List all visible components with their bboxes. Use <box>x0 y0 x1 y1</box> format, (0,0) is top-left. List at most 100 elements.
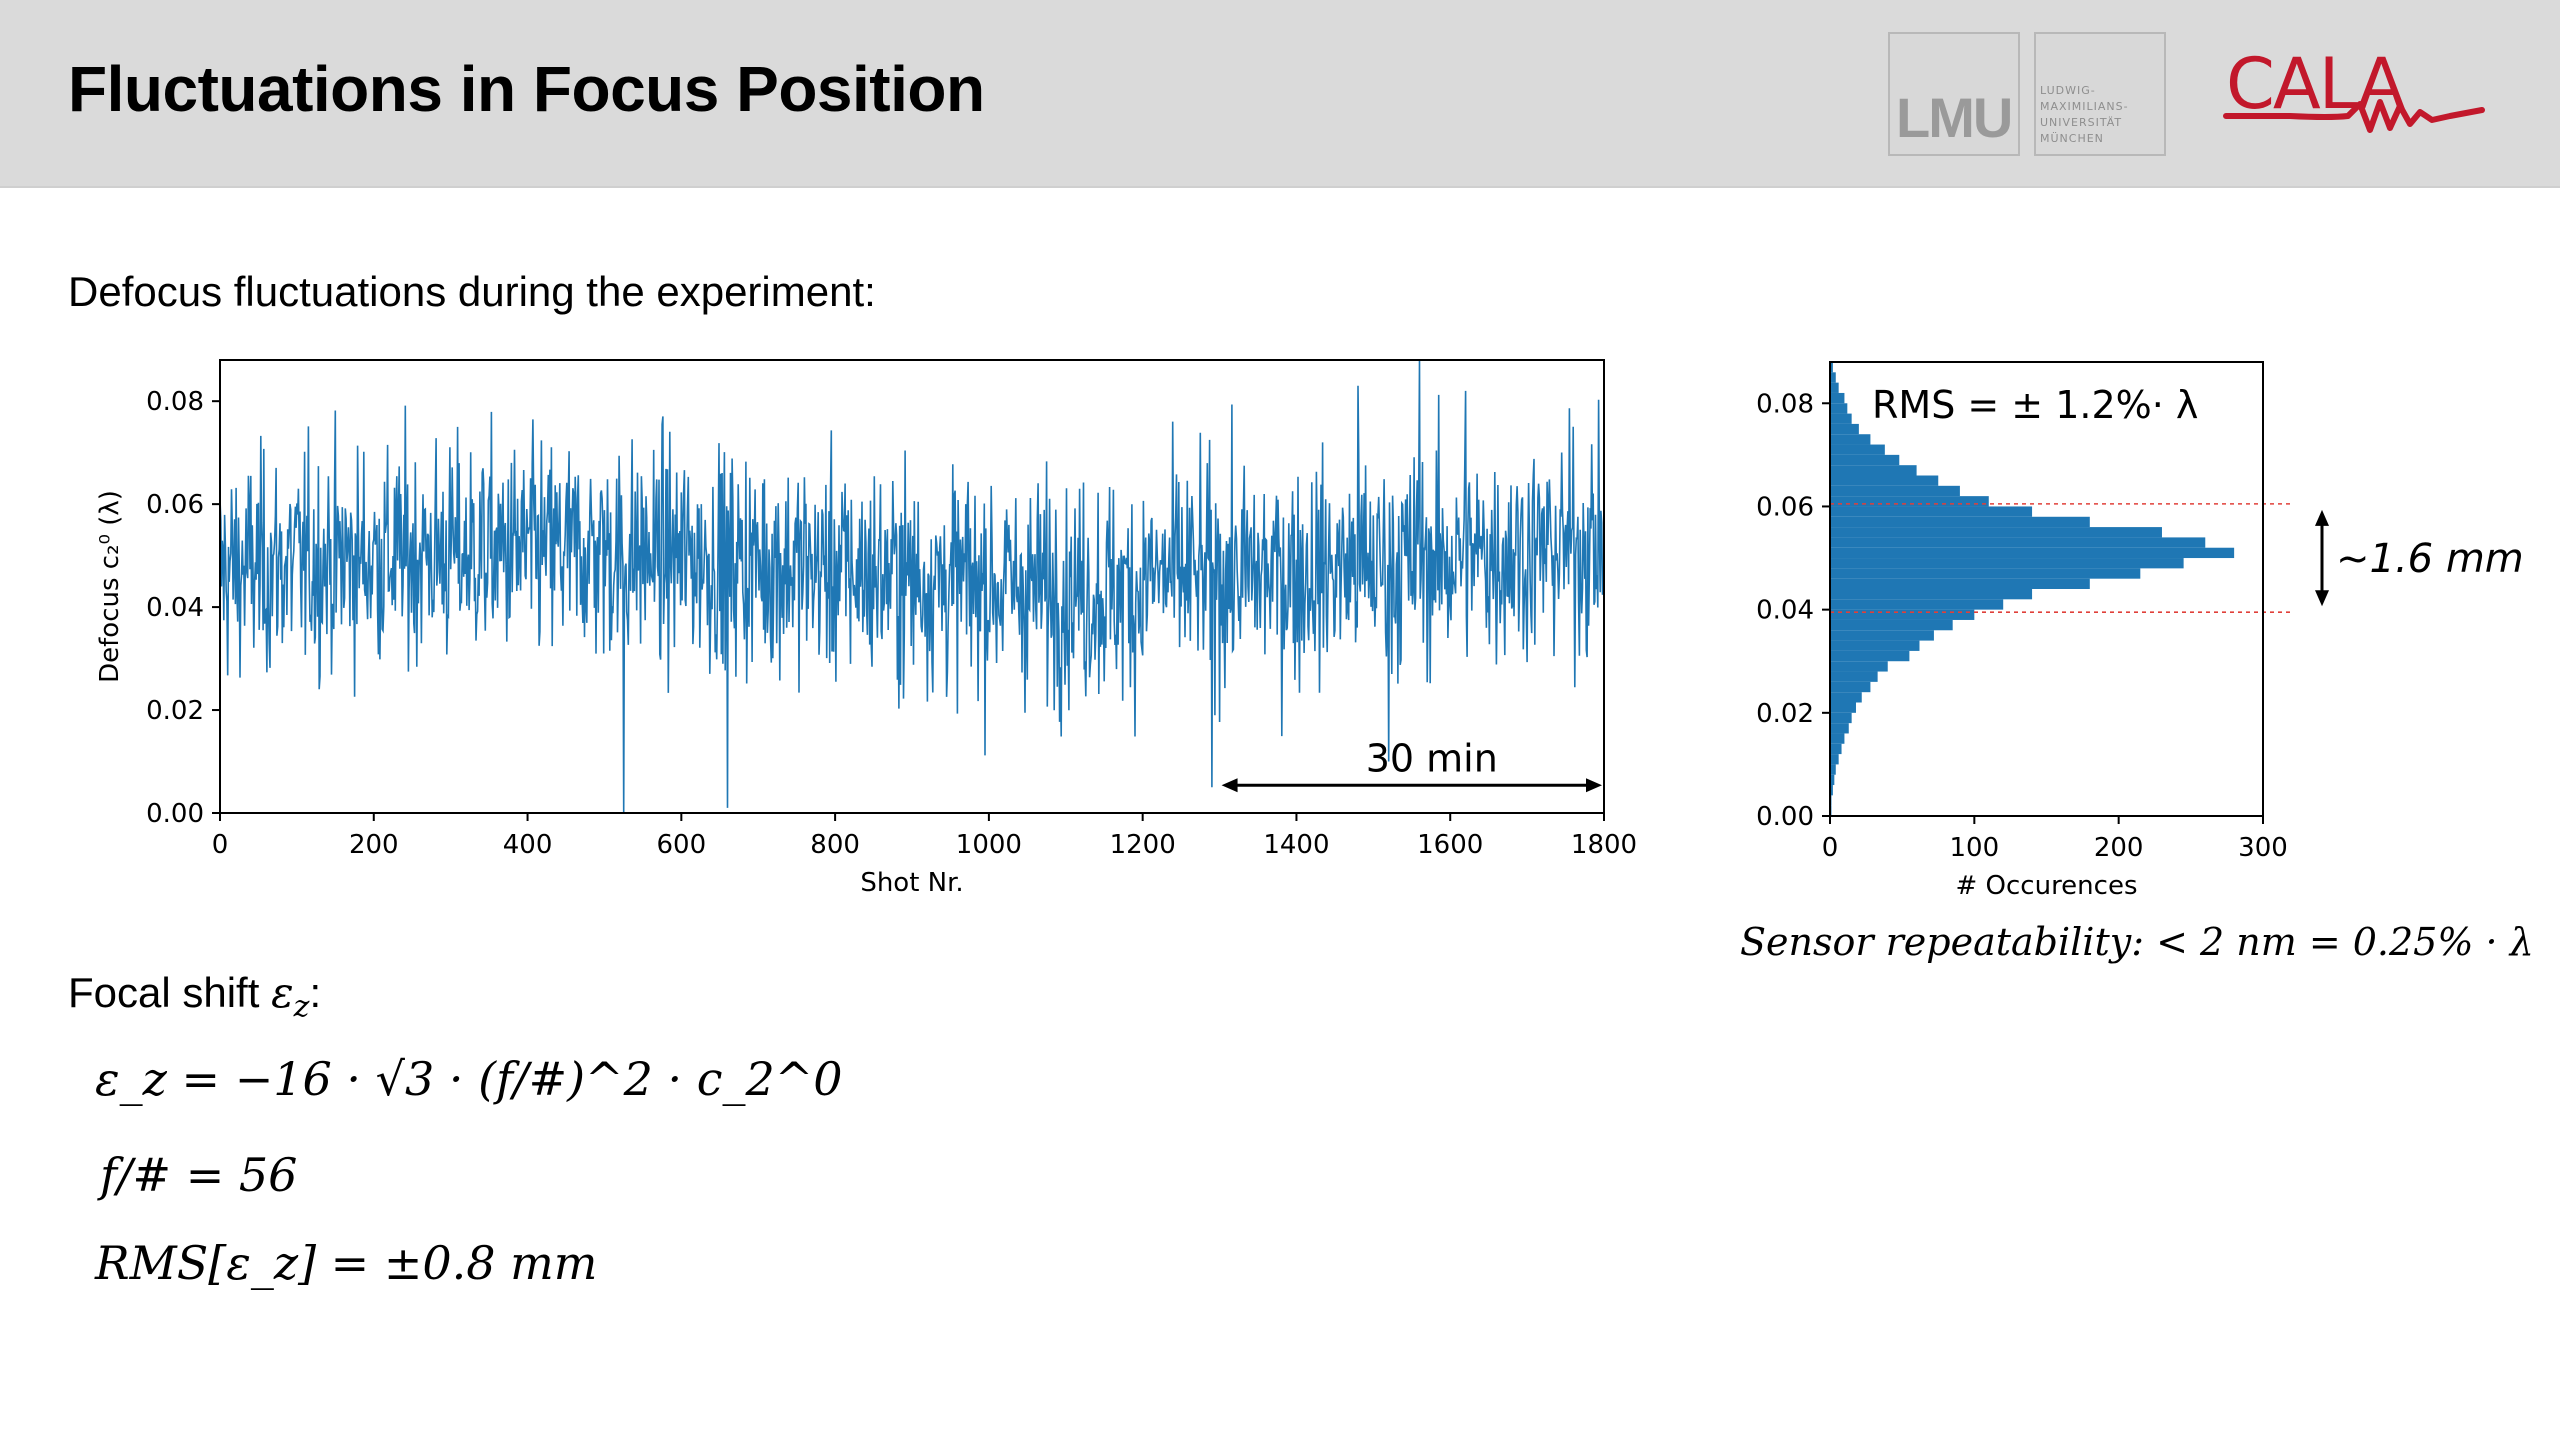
histogram-bar <box>1830 785 1833 796</box>
x-tick-label: 400 <box>503 830 553 860</box>
x-tick-label: 300 <box>2238 833 2288 863</box>
histogram-bar <box>1830 640 1920 651</box>
histogram-bar <box>1830 599 2004 610</box>
x-tick-label: 0 <box>212 830 229 860</box>
x-axis-label: Shot Nr. <box>860 868 963 898</box>
y-axis-label: Defocus c₂⁰ (λ) <box>95 490 125 683</box>
x-tick-label: 600 <box>657 830 707 860</box>
cala-logo: CALA <box>2223 43 2485 133</box>
histogram-bar <box>1830 547 2235 559</box>
plot-frame <box>1829 361 2264 817</box>
histogram-bar <box>1830 382 1839 393</box>
x-tick-label: 100 <box>1950 833 2000 863</box>
defocus-series-line <box>219 359 1604 814</box>
histogram-bar <box>1830 444 1885 455</box>
y-tick-label: 0.06 <box>1756 492 1814 522</box>
histogram-bar <box>1830 558 2184 569</box>
annotation-label: 30 min <box>1366 736 1498 780</box>
histogram-bar <box>1830 712 1852 724</box>
epsilon-symbol: ε <box>271 968 294 1017</box>
rms-annotation: RMS = ± 1.2%· λ <box>1872 383 2198 427</box>
lmu-line-3: UNIVERSITÄT <box>2040 116 2123 129</box>
histogram-bar <box>1830 568 2141 579</box>
y-tick-label: 0.06 <box>146 490 204 520</box>
y-tick-label: 0.00 <box>146 799 204 829</box>
histogram-bar <box>1830 475 1939 486</box>
histogram-bar <box>1830 743 1842 755</box>
histogram-bar <box>1830 589 2033 600</box>
histogram-bar <box>1830 392 1845 404</box>
x-tick-label: 1800 <box>1571 830 1637 860</box>
histogram-bar <box>1830 723 1849 734</box>
focal-shift-equation: ε_z = −16 · √3 · (f/#)^2 · c_2^0 <box>95 1052 843 1106</box>
histogram-bar <box>1830 630 1934 641</box>
histogram-bar <box>1830 619 1953 631</box>
x-tick-label: 200 <box>349 830 399 860</box>
range-arrowhead-bottom <box>2315 590 2329 607</box>
annotation-arrowhead-right <box>1586 778 1602 793</box>
y-tick-label: 0.02 <box>1756 699 1814 729</box>
y-tick-label: 0.04 <box>146 593 204 623</box>
lmu-logo-text: LMU <box>1896 86 2013 149</box>
histogram-bar <box>1830 774 1835 786</box>
histogram-bar <box>1830 434 1871 445</box>
histogram-bar <box>1830 362 1833 373</box>
x-tick-label: 1600 <box>1417 830 1483 860</box>
y-tick-label: 0.08 <box>146 387 204 417</box>
histogram-bar <box>1830 413 1852 424</box>
lmu-line-2: MAXIMILIANS- <box>2040 100 2129 113</box>
focal-shift-label-colon: : <box>309 969 322 1016</box>
focal-shift-label-text: Focal shift <box>68 969 272 1016</box>
lmu-logo: LMU <box>1888 32 2020 156</box>
histogram-bar <box>1830 372 1836 383</box>
x-tick-label: 0 <box>1822 833 1839 863</box>
x-tick-label: 1200 <box>1110 830 1176 860</box>
epsilon-subscript: z <box>293 989 310 1025</box>
annotation-arrowhead-left <box>1221 778 1238 793</box>
rms-focal-shift-equation: RMS[ε_z] = ±0.8 mm <box>95 1236 598 1290</box>
lmu-line-1: LUDWIG- <box>2040 84 2096 97</box>
histogram-bar <box>1830 764 1836 775</box>
y-tick-label: 0.02 <box>146 696 204 726</box>
x-axis-label: # Occurences <box>1955 871 2137 901</box>
x-tick-label: 1400 <box>1263 830 1329 860</box>
defocus-timeseries-chart: 0 200 400 600 800 1000 1200 1400 1600 1800 0.00 0.0… <box>95 359 1637 898</box>
histogram-bar <box>1830 671 1878 682</box>
lmu-line-4: MÜNCHEN <box>2040 132 2104 145</box>
histogram-bar <box>1830 516 2090 528</box>
histogram-bar <box>1830 454 1900 466</box>
histogram-bar <box>1830 465 1917 476</box>
histogram-bar <box>1830 537 2206 548</box>
slide-title: Fluctuations in Focus Position <box>68 53 985 125</box>
histogram-bar <box>1830 692 1862 703</box>
range-label: ~1.6 mm <box>2336 536 2524 582</box>
slide-header: Fluctuations in Focus Position LMU LUDWI… <box>0 0 2560 188</box>
y-tick-label: 0.08 <box>1756 389 1814 419</box>
histogram-bar <box>1830 527 2162 538</box>
x-tick-label: 200 <box>2094 833 2144 863</box>
histogram-bar <box>1830 485 1960 497</box>
x-tick-label: 1000 <box>956 830 1022 860</box>
histogram-bar <box>1830 403 1848 414</box>
histogram-bar <box>1830 681 1871 693</box>
f-number-equation: f/# = 56 <box>100 1148 298 1202</box>
defocus-histogram-chart: 0 100 200 300 0.00 0.02 0.04 0.06 0.08 # Occurenc… <box>1756 361 2524 901</box>
histogram-bar <box>1830 754 1839 765</box>
histogram-bar <box>1830 661 1888 672</box>
histogram-bar <box>1830 702 1856 713</box>
lmu-logo-wordmark: LUDWIG- MAXIMILIANS- UNIVERSITÄT MÜNCHEN <box>2034 32 2166 156</box>
histogram-bar <box>1830 496 1989 507</box>
y-tick-label: 0.00 <box>1756 802 1814 832</box>
x-tick-label: 800 <box>810 830 860 860</box>
y-tick-label: 0.04 <box>1756 596 1814 626</box>
histogram-bar <box>1830 506 2033 517</box>
histogram-bar <box>1830 609 1975 620</box>
plot-frame <box>219 359 1605 814</box>
focal-shift-label: Focal shift εz: <box>68 968 321 1024</box>
section-subtitle: Defocus fluctuations during the experime… <box>68 268 876 315</box>
sensor-repeatability-note: Sensor repeatability: < 2 nm = 0.25% · λ <box>1740 920 2534 964</box>
histogram-bar <box>1830 733 1845 744</box>
range-arrowhead-top <box>2315 509 2329 526</box>
histogram-bar <box>1830 650 1910 662</box>
histogram-bar <box>1830 578 2090 589</box>
